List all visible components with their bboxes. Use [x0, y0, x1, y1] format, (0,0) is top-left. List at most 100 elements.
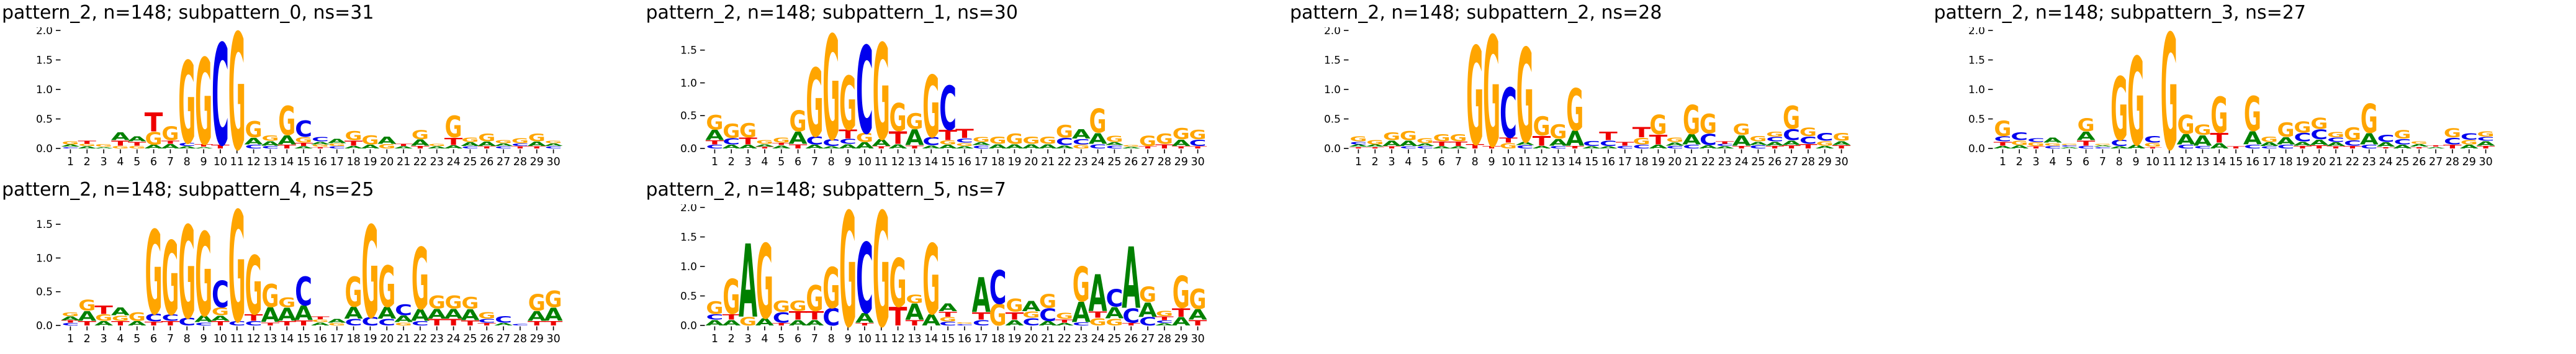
x-tick-label: 26	[2412, 156, 2426, 168]
y-tick-label: 0.5	[1968, 114, 1984, 126]
x-tick-label: 30	[1191, 156, 1204, 168]
y-tick-label: 1.0	[36, 252, 53, 265]
logo-letter-G: G	[528, 290, 546, 316]
logo-letter-G: G	[906, 109, 923, 134]
x-tick-label: 5	[1421, 156, 1428, 168]
x-tick-label: 28	[1157, 333, 1171, 345]
y-tick-label: 2.0	[1968, 27, 1984, 37]
logo-letter-G: G	[495, 139, 512, 144]
logo-letter-G: G	[195, 210, 212, 343]
logo-letter-C: C	[212, 273, 229, 316]
x-tick-label: 2	[727, 333, 734, 345]
logo-letter-G: G	[989, 299, 1006, 333]
logo-letter-A: A	[988, 143, 1007, 150]
logo-letter-A: A	[78, 146, 97, 149]
logo-letter-A: A	[2476, 140, 2495, 147]
x-tick-label: 8	[1472, 156, 1479, 168]
logo-letter-G: G	[2277, 119, 2294, 141]
logo-letter-T: T	[971, 311, 991, 322]
x-tick-label: 12	[246, 333, 260, 345]
x-tick-label: 27	[1140, 333, 1154, 345]
logo-letter-G: G	[1366, 139, 1384, 146]
logo-letter-G: G	[1783, 101, 1800, 137]
logo-letter-T: T	[1633, 125, 1651, 141]
x-tick-label: 30	[546, 156, 560, 168]
logo-letter-G: G	[822, 27, 840, 173]
logo-letter-A: A	[128, 320, 146, 327]
logo-letter-G: G	[755, 140, 773, 145]
x-tick-label: 28	[513, 333, 527, 345]
logo-letter-G: G	[1400, 129, 1417, 143]
logo-letter-G: G	[2077, 116, 2094, 136]
x-tick-label: 13	[263, 156, 277, 168]
logo-letter-T: T	[2027, 146, 2045, 149]
logo-letter-A: A	[311, 322, 330, 327]
x-tick-label: 16	[2245, 156, 2259, 168]
x-tick-label: 24	[1734, 156, 1748, 168]
logo-letter-G: G	[278, 295, 295, 311]
logo-letter-G: G	[1516, 27, 1534, 173]
logo-letter-C: C	[806, 134, 823, 147]
x-tick-label: 1	[1355, 156, 1362, 168]
logo-letter-G: G	[2310, 115, 2328, 133]
logo-letter-G: G	[772, 298, 790, 316]
x-tick-label: 2	[84, 333, 91, 345]
logo-letter-T: T	[871, 146, 890, 149]
logo-letter-A: A	[1122, 229, 1140, 328]
logo-letter-G: G	[1449, 132, 1467, 143]
x-tick-label: 18	[2279, 156, 2292, 168]
logo-letter-A: A	[277, 304, 297, 325]
logo-letter-A: A	[1122, 147, 1141, 149]
logo-letter-G: G	[989, 135, 1006, 147]
logo-letter-A: A	[755, 143, 774, 147]
logo-letter-T: T	[1155, 143, 1174, 150]
logo-letter-C: C	[178, 142, 196, 147]
logo-letter-T: T	[2343, 145, 2362, 149]
logo-letter-A: A	[2376, 142, 2395, 148]
logo-letter-T: T	[2293, 145, 2312, 149]
logo-letter-A: A	[194, 314, 214, 324]
logo-letter-C: C	[1055, 136, 1073, 148]
logo-letter-T: T	[111, 320, 130, 327]
logo-letter-G: G	[1189, 284, 1206, 316]
logo-letter-A: A	[411, 138, 430, 147]
logo-letter-T: T	[477, 146, 496, 149]
logo-letter-C: C	[822, 137, 840, 148]
logo-letter-G: G	[1072, 144, 1089, 150]
logo-letter-T: T	[511, 146, 529, 149]
logo-letter-T: T	[2376, 147, 2395, 148]
x-tick-label: 6	[795, 156, 801, 168]
x-tick-label: 28	[2445, 156, 2459, 168]
logo-letter-G: G	[445, 293, 462, 313]
logo-letter-T: T	[1482, 145, 1501, 149]
logo-letter-G: G	[245, 117, 263, 143]
logo-letter-T: T	[261, 322, 281, 326]
logo-letter-C: C	[511, 143, 529, 147]
logo-letter-C: C	[2094, 147, 2111, 148]
logo-letter-A: A	[2193, 134, 2212, 149]
logo-letter-A: A	[377, 134, 396, 146]
logo-letter-A: A	[1649, 144, 1667, 150]
logo-letter-A: A	[2310, 138, 2329, 147]
logo-letter-G: G	[1466, 27, 1484, 176]
x-tick-label: 9	[1488, 156, 1495, 168]
y-tick-label: 0.5	[36, 286, 53, 299]
logo-letter-A: A	[1732, 134, 1752, 149]
x-tick-label: 5	[778, 333, 785, 345]
logo-letter-A: A	[2410, 143, 2429, 147]
logo-letter-G: G	[2243, 88, 2261, 143]
logo-letter-A: A	[394, 146, 413, 149]
logo-letter-G: G	[245, 240, 263, 334]
logo-letter-A: A	[2043, 137, 2061, 144]
logo-letter-C: C	[495, 146, 512, 149]
logo-letter-G: G	[178, 204, 196, 348]
logo-letter-G: G	[428, 293, 446, 313]
logo-letter-T: T	[2410, 147, 2428, 148]
logo-panel-subpattern-0: pattern_2, n=148; subpattern_0, ns=31 0.…	[0, 0, 644, 177]
logo-letter-G: G	[2177, 111, 2194, 140]
x-tick-label: 28	[1801, 156, 1815, 168]
logo-letter-T: T	[1188, 146, 1207, 149]
logo-letter-T: T	[2310, 145, 2329, 150]
x-tick-label: 8	[827, 333, 834, 345]
x-tick-label: 10	[857, 333, 871, 345]
